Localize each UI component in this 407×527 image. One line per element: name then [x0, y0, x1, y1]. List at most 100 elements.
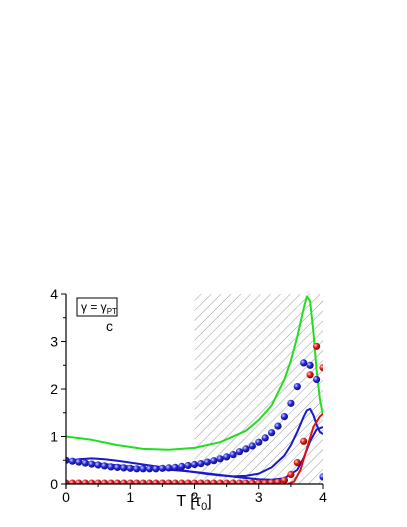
data-point [113, 479, 121, 484]
data-point [229, 451, 237, 459]
data-point [178, 462, 186, 470]
data-point [88, 479, 96, 484]
data-point [94, 479, 102, 484]
data-point [293, 459, 301, 467]
data-point [113, 463, 121, 471]
data-point [190, 479, 199, 484]
data-point [300, 437, 308, 445]
data-point [100, 479, 109, 484]
data-point [107, 479, 115, 484]
data-point [145, 479, 154, 484]
y-tick-label: 1 [50, 429, 58, 445]
data-point [88, 460, 96, 468]
data-point [210, 479, 218, 484]
data-point [223, 453, 231, 461]
data-point [280, 476, 288, 484]
data-point [75, 458, 83, 466]
data-point [152, 479, 160, 484]
data-point [197, 479, 205, 484]
data-point [133, 465, 141, 473]
data-point [158, 464, 166, 472]
data-point [120, 479, 128, 484]
data-point [319, 473, 323, 481]
x-tick-label: 4 [319, 489, 327, 505]
data-point [81, 479, 89, 484]
data-point [68, 479, 76, 484]
data-point [242, 445, 250, 453]
data-point [203, 479, 211, 484]
data-point [126, 479, 134, 484]
data-point [248, 479, 256, 484]
data-point [120, 464, 128, 472]
data-point [158, 479, 166, 484]
data-point [66, 479, 70, 484]
data-point [81, 459, 89, 467]
data-point [139, 479, 147, 484]
data-point [274, 478, 282, 484]
data-point [133, 479, 141, 484]
data-point [313, 342, 321, 350]
data-point [203, 458, 211, 466]
data-point [255, 479, 263, 484]
data-point [171, 479, 179, 484]
x-tick-label: 0 [62, 489, 70, 505]
data-point [184, 461, 192, 470]
data-point [216, 455, 224, 463]
data-point [319, 364, 323, 372]
legend-text: γ = γPT [81, 300, 117, 316]
data-point [171, 463, 179, 471]
data-point [66, 456, 70, 464]
y-tick-label: 2 [50, 381, 58, 397]
data-point [268, 479, 276, 484]
legend-box: γ = γPT [76, 297, 118, 317]
data-point [261, 434, 269, 442]
data-point [197, 460, 205, 468]
data-point [126, 464, 134, 472]
data-point [313, 375, 321, 384]
y-tick-label: 4 [50, 286, 58, 302]
data-point [280, 413, 288, 421]
data-point [235, 479, 244, 484]
data-point [223, 479, 231, 484]
y-tick-label: 0 [50, 476, 58, 492]
series-layer [66, 295, 323, 484]
data-point [139, 465, 147, 473]
data-point [184, 479, 192, 484]
y-tick-label: 3 [50, 334, 58, 350]
data-point [75, 479, 83, 484]
data-point [306, 361, 314, 369]
data-point [235, 448, 244, 456]
x-tick-label: 2 [191, 489, 199, 505]
data-point [178, 479, 186, 484]
data-point [293, 383, 301, 391]
data-point [229, 479, 237, 484]
data-point [152, 465, 160, 473]
data-point [274, 422, 282, 430]
data-point [100, 462, 109, 470]
x-axis-title: T [τ0] [176, 493, 211, 513]
data-point [306, 371, 314, 379]
data-point [248, 442, 256, 450]
data-point [165, 479, 173, 484]
x-tick-label: 3 [255, 489, 263, 505]
data-point [165, 464, 173, 472]
axes: 0 1 2 3 4 0 1 2 3 4 [50, 286, 327, 505]
series-line-3 [287, 412, 323, 484]
data-point [145, 465, 154, 473]
data-point [210, 457, 218, 465]
panel-label: c [106, 318, 113, 334]
data-point [94, 461, 102, 469]
series-line-0 [66, 295, 323, 451]
data-point [68, 457, 76, 465]
shaded-region [194, 294, 323, 484]
x-tick-label: 1 [126, 489, 134, 505]
data-point [242, 479, 250, 484]
data-point [268, 429, 276, 437]
data-point [300, 359, 308, 367]
data-point [216, 479, 224, 484]
data-point [107, 463, 115, 471]
data-point [287, 399, 295, 407]
data-point [190, 460, 199, 469]
data-point [255, 438, 263, 446]
